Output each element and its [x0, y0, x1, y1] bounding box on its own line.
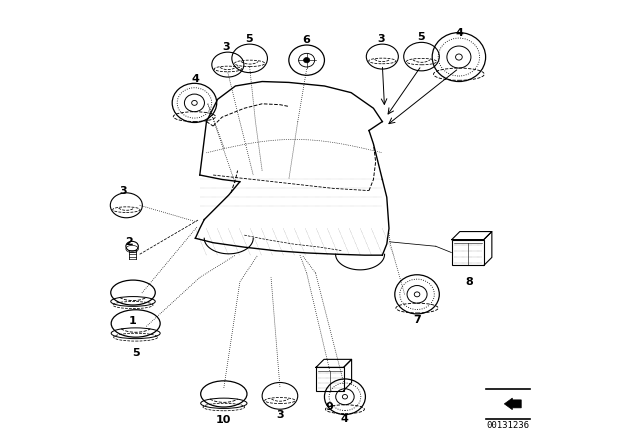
FancyArrow shape — [504, 398, 521, 409]
Text: 5: 5 — [417, 32, 424, 42]
Text: 8: 8 — [465, 277, 473, 287]
Text: 4: 4 — [341, 414, 349, 424]
Text: 3: 3 — [276, 409, 284, 420]
Text: 4: 4 — [191, 74, 199, 84]
Text: 3: 3 — [377, 34, 385, 44]
Bar — [316, 367, 344, 391]
Text: 10: 10 — [215, 415, 230, 425]
Text: 3: 3 — [120, 186, 127, 196]
Text: 4: 4 — [456, 28, 464, 38]
Text: 5: 5 — [132, 348, 140, 358]
Text: 5: 5 — [245, 34, 253, 44]
Text: 00131236: 00131236 — [486, 421, 529, 430]
Text: 1: 1 — [129, 316, 137, 326]
Text: 2: 2 — [125, 237, 133, 247]
Text: 6: 6 — [302, 34, 310, 45]
Ellipse shape — [303, 57, 310, 63]
Text: 3: 3 — [223, 42, 230, 52]
Bar — [452, 240, 484, 265]
Text: 9: 9 — [326, 402, 333, 413]
Text: 7: 7 — [413, 315, 421, 325]
